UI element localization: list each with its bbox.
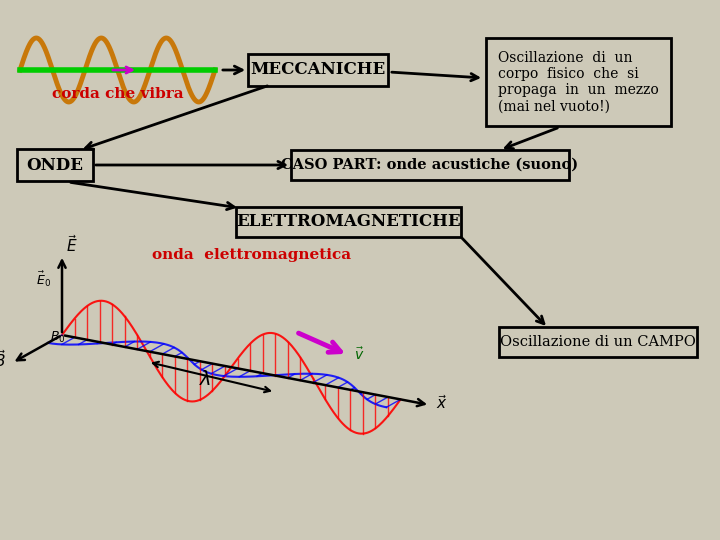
Text: $\vec{v}$: $\vec{v}$ [354, 346, 364, 363]
Text: corda che vibra: corda che vibra [52, 87, 184, 101]
Text: $\vec{E}_0$: $\vec{E}_0$ [36, 270, 51, 289]
Text: $\vec{B}$: $\vec{B}$ [0, 349, 6, 370]
Text: onda  elettromagnetica: onda elettromagnetica [152, 248, 351, 262]
Text: MECCANICHE: MECCANICHE [251, 62, 386, 78]
Text: $B_0$: $B_0$ [50, 330, 66, 345]
Text: ELETTROMAGNETICHE: ELETTROMAGNETICHE [235, 213, 460, 231]
Text: Oscillazione di un CAMPO: Oscillazione di un CAMPO [500, 335, 696, 349]
Text: $\vec{x}$: $\vec{x}$ [436, 394, 448, 412]
Text: $\vec{E}$: $\vec{E}$ [66, 234, 78, 255]
Text: ONDE: ONDE [27, 157, 84, 173]
Text: Oscillazione  di  un
corpo  fisico  che  si
propaga  in  un  mezzo
(mai nel vuot: Oscillazione di un corpo fisico che si p… [498, 51, 658, 113]
Text: $\lambda$: $\lambda$ [199, 370, 211, 389]
Text: CASO PART: onde acustiche (suono): CASO PART: onde acustiche (suono) [282, 158, 579, 172]
